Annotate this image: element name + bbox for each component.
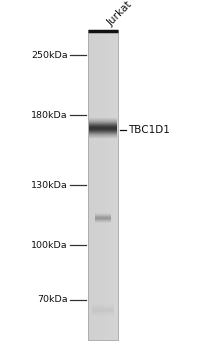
- Bar: [89, 137, 116, 138]
- Bar: [89, 125, 116, 126]
- Bar: [89, 124, 116, 125]
- Text: 100kDa: 100kDa: [31, 240, 68, 250]
- Bar: [99, 30, 102, 340]
- Bar: [89, 126, 116, 127]
- Bar: [89, 129, 116, 130]
- Bar: [89, 131, 116, 132]
- Bar: [91, 30, 95, 340]
- Bar: [89, 133, 116, 134]
- Bar: [102, 30, 106, 340]
- Bar: [89, 127, 116, 128]
- Text: TBC1D1: TBC1D1: [127, 125, 169, 135]
- Text: 130kDa: 130kDa: [31, 181, 68, 189]
- Bar: [89, 135, 116, 136]
- Bar: [89, 136, 116, 137]
- Bar: [89, 119, 116, 120]
- Bar: [106, 30, 110, 340]
- Bar: [95, 30, 99, 340]
- Bar: [89, 121, 116, 122]
- Bar: [89, 123, 116, 124]
- Bar: [88, 30, 91, 340]
- Bar: [89, 130, 116, 131]
- Text: 250kDa: 250kDa: [31, 50, 68, 60]
- Bar: [110, 30, 114, 340]
- Bar: [89, 134, 116, 135]
- Bar: [89, 120, 116, 121]
- Text: 180kDa: 180kDa: [31, 111, 68, 119]
- Bar: [89, 118, 116, 119]
- Bar: [88, 30, 118, 340]
- Text: 70kDa: 70kDa: [37, 295, 68, 304]
- Bar: [114, 30, 118, 340]
- Bar: [89, 122, 116, 123]
- Bar: [89, 128, 116, 129]
- Bar: [89, 132, 116, 133]
- Text: Jurkat: Jurkat: [105, 0, 134, 28]
